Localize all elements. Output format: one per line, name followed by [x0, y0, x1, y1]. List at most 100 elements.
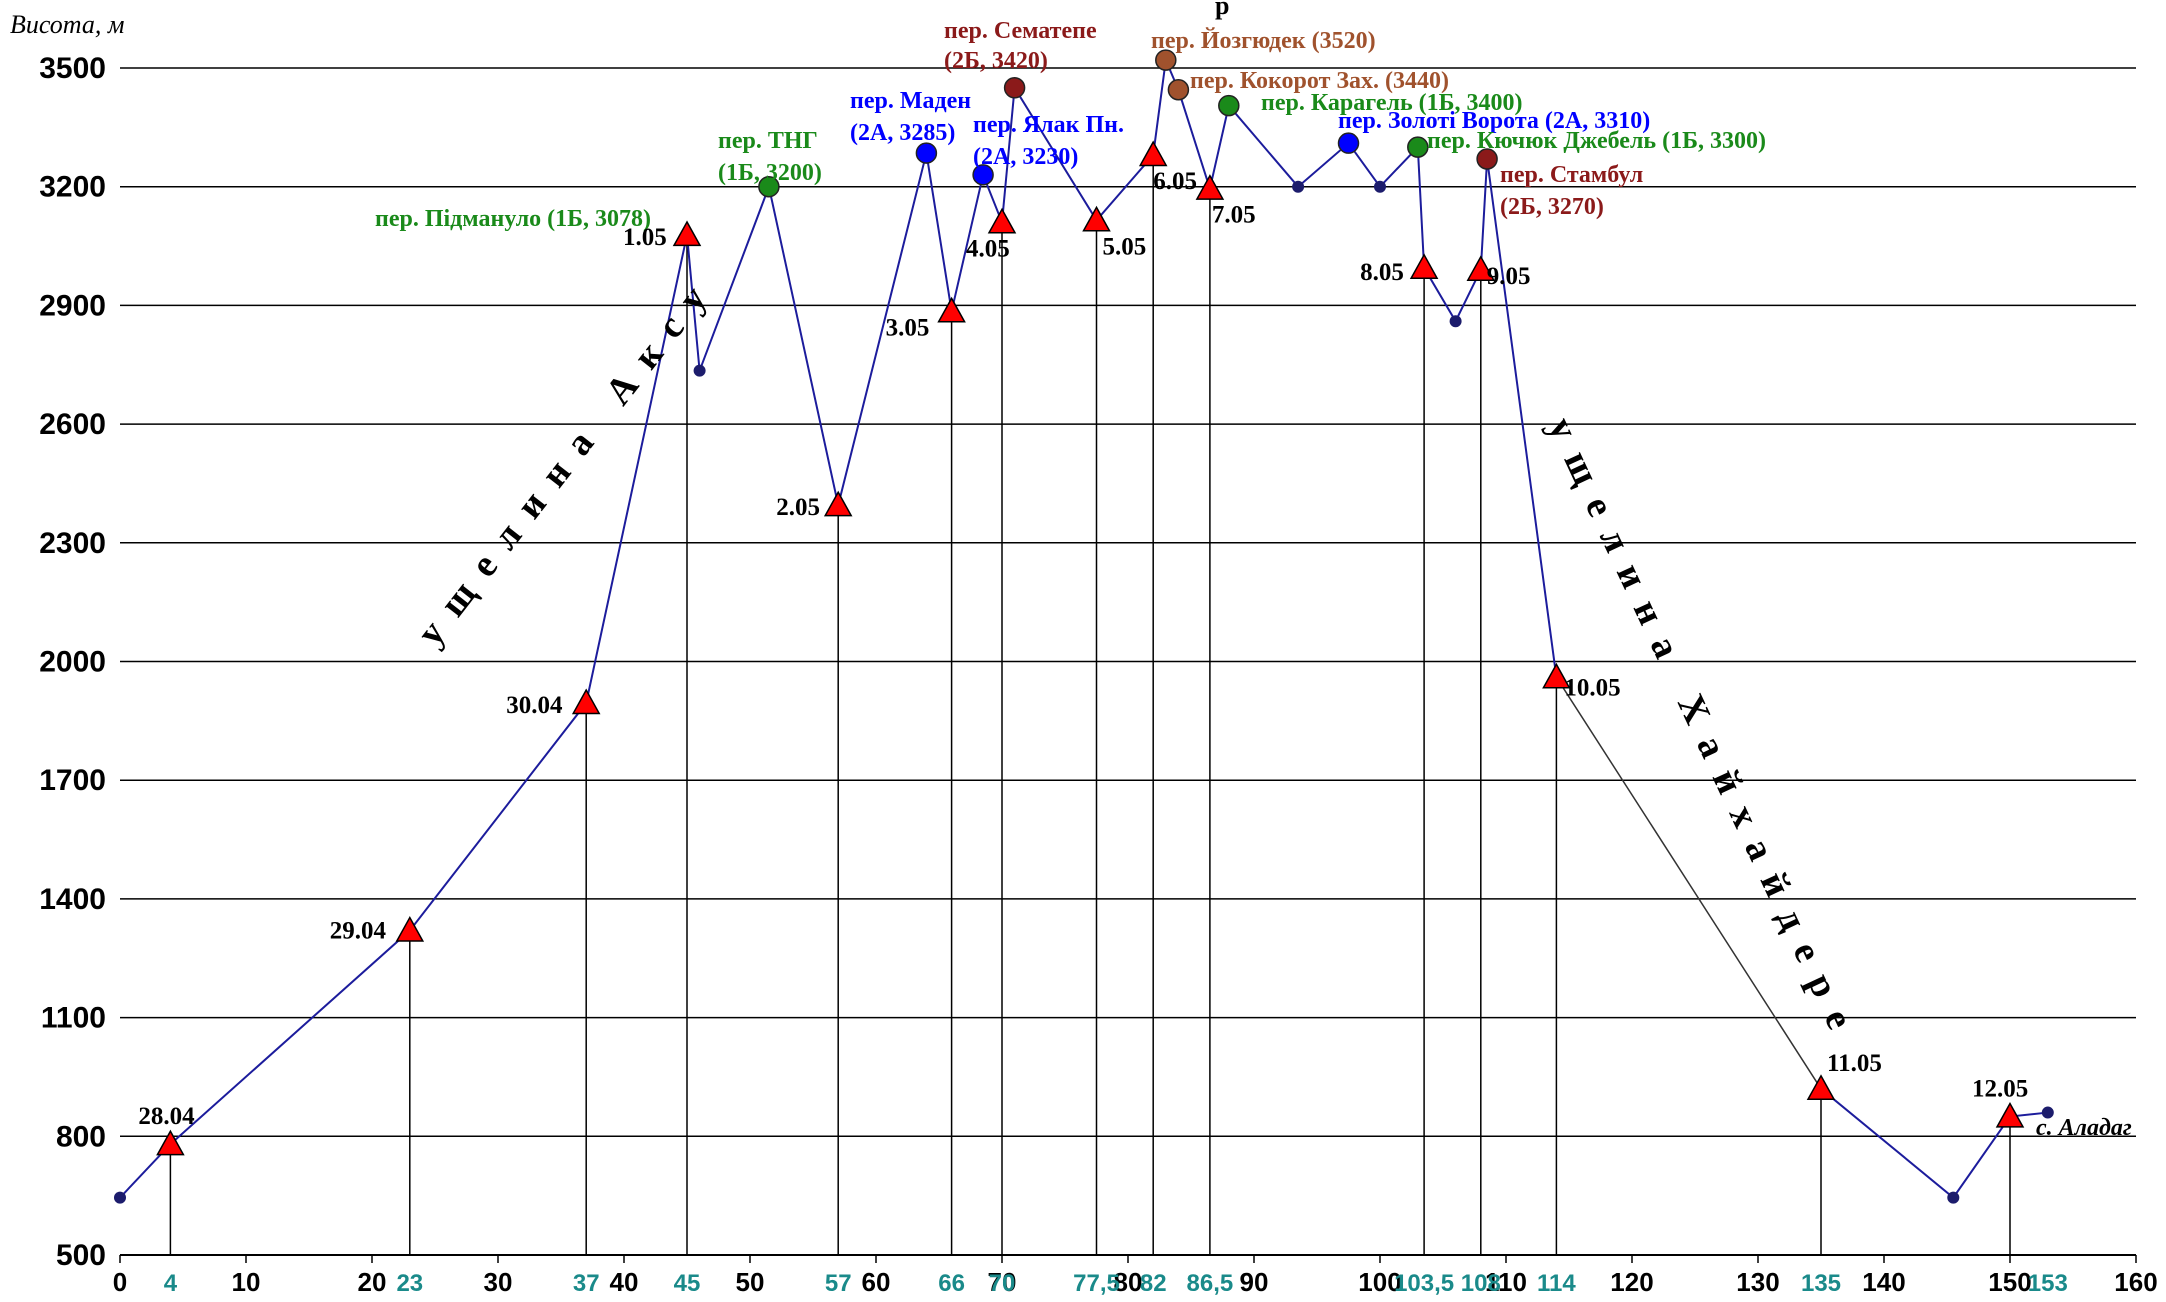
camp-marker: [156, 1129, 185, 1156]
distance-label: 37: [573, 1270, 600, 1297]
distance-label: 86,5: [1187, 1270, 1234, 1297]
distance-label: 57: [825, 1270, 852, 1297]
route-line: [119, 56, 1558, 1199]
pass-label: пер. Сематепе: [944, 18, 1097, 44]
chart-title: р: [1215, 0, 1229, 20]
pass-label-detail: (2А, 3285): [850, 120, 955, 146]
pass-label: пер. Карагель (1Б, 3400): [1261, 90, 1523, 116]
distance-label: 4: [164, 1270, 178, 1297]
x-tick-label: 70: [988, 1267, 1017, 1297]
distance-label: 82: [1140, 1270, 1167, 1297]
pass-label: пер. Підмануло (1Б, 3078): [375, 206, 651, 232]
x-tick-label: 130: [1736, 1267, 1779, 1297]
pass-label: пер. ТНГ: [718, 128, 818, 154]
x-tick-label: 50: [736, 1267, 765, 1297]
pass-marker: [1476, 148, 1498, 170]
camp-date-label: 28.04: [138, 1103, 195, 1130]
y-tick-label: 500: [56, 1239, 106, 1272]
y-tick-label: 1100: [41, 1002, 106, 1035]
x-tick-label: 0: [113, 1267, 127, 1297]
pass-label-detail: (2Б, 3420): [944, 48, 1048, 74]
route-line-end: [1820, 1088, 2048, 1200]
pass-label: пер. Кокорот Зах. (3440): [1190, 68, 1449, 94]
distance-label: 77,5: [1073, 1270, 1120, 1297]
camp-marker: [1409, 253, 1439, 279]
pass-marker: [1003, 77, 1026, 99]
x-tick-label: 140: [1862, 1267, 1905, 1297]
camp-marker: [1542, 662, 1571, 689]
camp-marker: [1806, 1074, 1836, 1100]
camp-marker: [395, 916, 425, 942]
camp-marker: [823, 490, 853, 517]
route-point: [114, 1191, 126, 1204]
route-point: [2041, 1106, 2054, 1119]
distance-label: 153: [2028, 1270, 2068, 1297]
x-tick-label: 80: [1114, 1267, 1143, 1297]
pass-label: пер. Кючюк Джебель (1Б, 3300): [1427, 128, 1766, 154]
camp-date-label: 10.05: [1564, 674, 1620, 701]
y-axis-label: Висота, м: [10, 10, 124, 39]
pass-label-detail: (2А, 3230): [973, 144, 1078, 170]
camp-marker: [571, 688, 601, 715]
camp-date-label: 1.05: [623, 224, 667, 251]
camp-marker: [1138, 140, 1168, 167]
x-tick-label: 120: [1610, 1267, 1653, 1297]
y-tick-label: 2900: [39, 289, 106, 322]
camp-date-label: 2.05: [776, 494, 820, 521]
x-tick-label: 10: [232, 1267, 261, 1297]
pass-label: пер. Ялак Пн.: [973, 112, 1124, 138]
y-tick-label: 2300: [39, 527, 106, 560]
x-tick-label: 20: [358, 1267, 387, 1297]
distance-label: 135: [1801, 1270, 1841, 1297]
x-tick-label: 160: [2114, 1267, 2157, 1297]
pass-marker: [972, 164, 994, 186]
pass-marker: [1337, 132, 1360, 154]
pass-label-detail: (2Б, 3270): [1500, 194, 1604, 220]
route-connector: [1555, 676, 1822, 1090]
pass-marker: [1167, 79, 1190, 101]
camp-marker: [1082, 205, 1111, 232]
pass-marker: [915, 142, 938, 164]
y-tick-label: 800: [56, 1120, 106, 1153]
camp-marker: [937, 296, 966, 323]
distance-label: 108: [1461, 1270, 1501, 1297]
pass-label: пер. Йозгюдек (3520): [1151, 28, 1376, 54]
camp-marker: [1995, 1101, 2025, 1128]
gorge-label-aksu: ущелина Аксу: [409, 264, 726, 653]
route-point: [693, 364, 706, 377]
route-point: [1947, 1191, 1960, 1204]
distance-label: 114: [1537, 1270, 1576, 1297]
distance-label: 23: [396, 1270, 423, 1297]
camp-date-label: 30.04: [506, 692, 563, 719]
pass-marker: [1407, 136, 1429, 158]
x-tick-label: 90: [1240, 1267, 1269, 1297]
x-tick-label: 40: [610, 1267, 639, 1297]
camp-marker: [1466, 255, 1496, 281]
route-point: [1449, 315, 1462, 328]
grid: [120, 67, 2136, 1256]
camp-date-label: 7.05: [1212, 202, 1256, 229]
camp-date-label: 11.05: [1827, 1050, 1882, 1077]
x-tick-label: 110: [1485, 1267, 1527, 1297]
pass-label: пер. Стамбул: [1500, 162, 1643, 188]
route-point: [1292, 180, 1305, 193]
camp-date-label: 12.05: [1972, 1076, 2028, 1103]
village-label: с. Аладаг: [2036, 1115, 2132, 1141]
distance-label: 66: [938, 1270, 965, 1297]
pass-label: пер. Маден: [850, 88, 971, 114]
y-tick-label: 1700: [39, 764, 106, 797]
camp-date-label: 3.05: [886, 314, 930, 341]
distance-label: 103,5: [1394, 1270, 1454, 1297]
x-tick-label: 100: [1358, 1267, 1401, 1297]
camp-date-label: 9.05: [1487, 263, 1531, 290]
y-tick-label: 3500: [39, 52, 106, 85]
y-tick-label: 2000: [39, 646, 106, 679]
y-tick-label: 2600: [39, 408, 106, 441]
camp-date-label: 6.05: [1153, 168, 1197, 195]
axes: 5008001100140017002000230026002900320035…: [39, 52, 2157, 1297]
y-tick-label: 3200: [39, 171, 106, 204]
pass-marker: [1218, 94, 1240, 117]
route-point: [1374, 180, 1386, 193]
pass-marker: [758, 175, 780, 198]
